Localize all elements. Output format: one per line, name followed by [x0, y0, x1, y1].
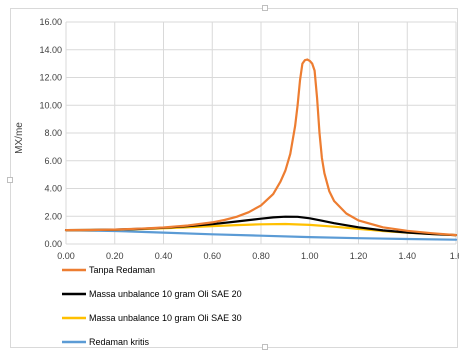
- x-tick-label: 1.00: [301, 251, 319, 261]
- legend-label: Redaman kritis: [89, 337, 150, 347]
- resize-handle-top[interactable]: [262, 5, 268, 11]
- x-tick-label: 1.20: [350, 251, 368, 261]
- resize-handle-left[interactable]: [7, 177, 13, 183]
- x-tick-label: 0.80: [252, 251, 270, 261]
- y-tick-label: 16.00: [39, 17, 62, 27]
- grid: [65, 21, 457, 245]
- x-tick-label: 1.40: [398, 251, 416, 261]
- x-tick-label: 1.6: [450, 251, 459, 261]
- y-axis-ticks: 0.00 2.00 4.00 6.00 8.00 10.00 12.00 14.00 16.00: [39, 17, 62, 249]
- legend-label: Massa unbalance 10 gram Oli SAE 20: [89, 289, 242, 299]
- y-tick-label: 6.00: [44, 156, 62, 166]
- x-axis-ticks: 0.00 0.20 0.40 0.60 0.80 1.00 1.20 1.40 1.6: [57, 251, 459, 261]
- x-tick-label: 0.00: [57, 251, 75, 261]
- legend-label: Massa unbalance 10 gram Oli SAE 30: [89, 313, 242, 323]
- y-tick-label: 10.00: [39, 100, 62, 110]
- series-line-1: [64, 58, 458, 237]
- x-tick-label: 0.40: [155, 251, 173, 261]
- y-tick-label: 14.00: [39, 45, 62, 55]
- x-tick-label: 0.20: [106, 251, 124, 261]
- y-tick-label: 8.00: [44, 128, 62, 138]
- x-tick-label: 0.60: [203, 251, 221, 261]
- chart-frame[interactable]: [7, 5, 458, 350]
- y-axis-label: MX/me: [14, 122, 25, 154]
- legend: Tanpa Redaman Massa unbalance 10 gram Oli…: [62, 265, 242, 347]
- series-lines: [64, 58, 458, 241]
- series-line-4: [64, 229, 458, 241]
- y-tick-label: 2.00: [44, 211, 62, 221]
- y-tick-label: 12.00: [39, 73, 62, 83]
- y-tick-label: 4.00: [44, 184, 62, 194]
- legend-label: Tanpa Redaman: [89, 265, 155, 275]
- y-tick-label: 0.00: [44, 239, 62, 249]
